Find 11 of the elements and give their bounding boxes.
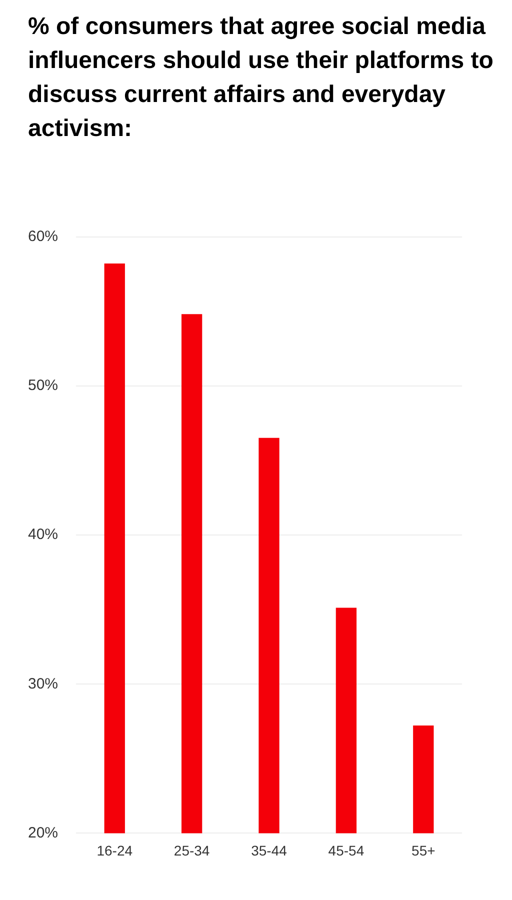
x-tick-label: 35-44 [251, 842, 288, 858]
x-tick-label: 55+ [412, 842, 436, 858]
y-tick-label: 50% [28, 377, 58, 394]
y-tick-label: 30% [28, 675, 58, 692]
y-tick-label: 60% [28, 228, 58, 246]
y-tick-label: 40% [28, 526, 58, 544]
chart-title: % of consumers that agree social media influencers should use their platforms to discuss current affairs and everyday activism: [28, 12, 494, 144]
x-tick-label: 25-34 [174, 842, 210, 858]
x-tick-label: 16-24 [96, 842, 133, 858]
y-tick-label: 20% [28, 824, 58, 842]
x-tick-label: 45-54 [328, 842, 364, 858]
